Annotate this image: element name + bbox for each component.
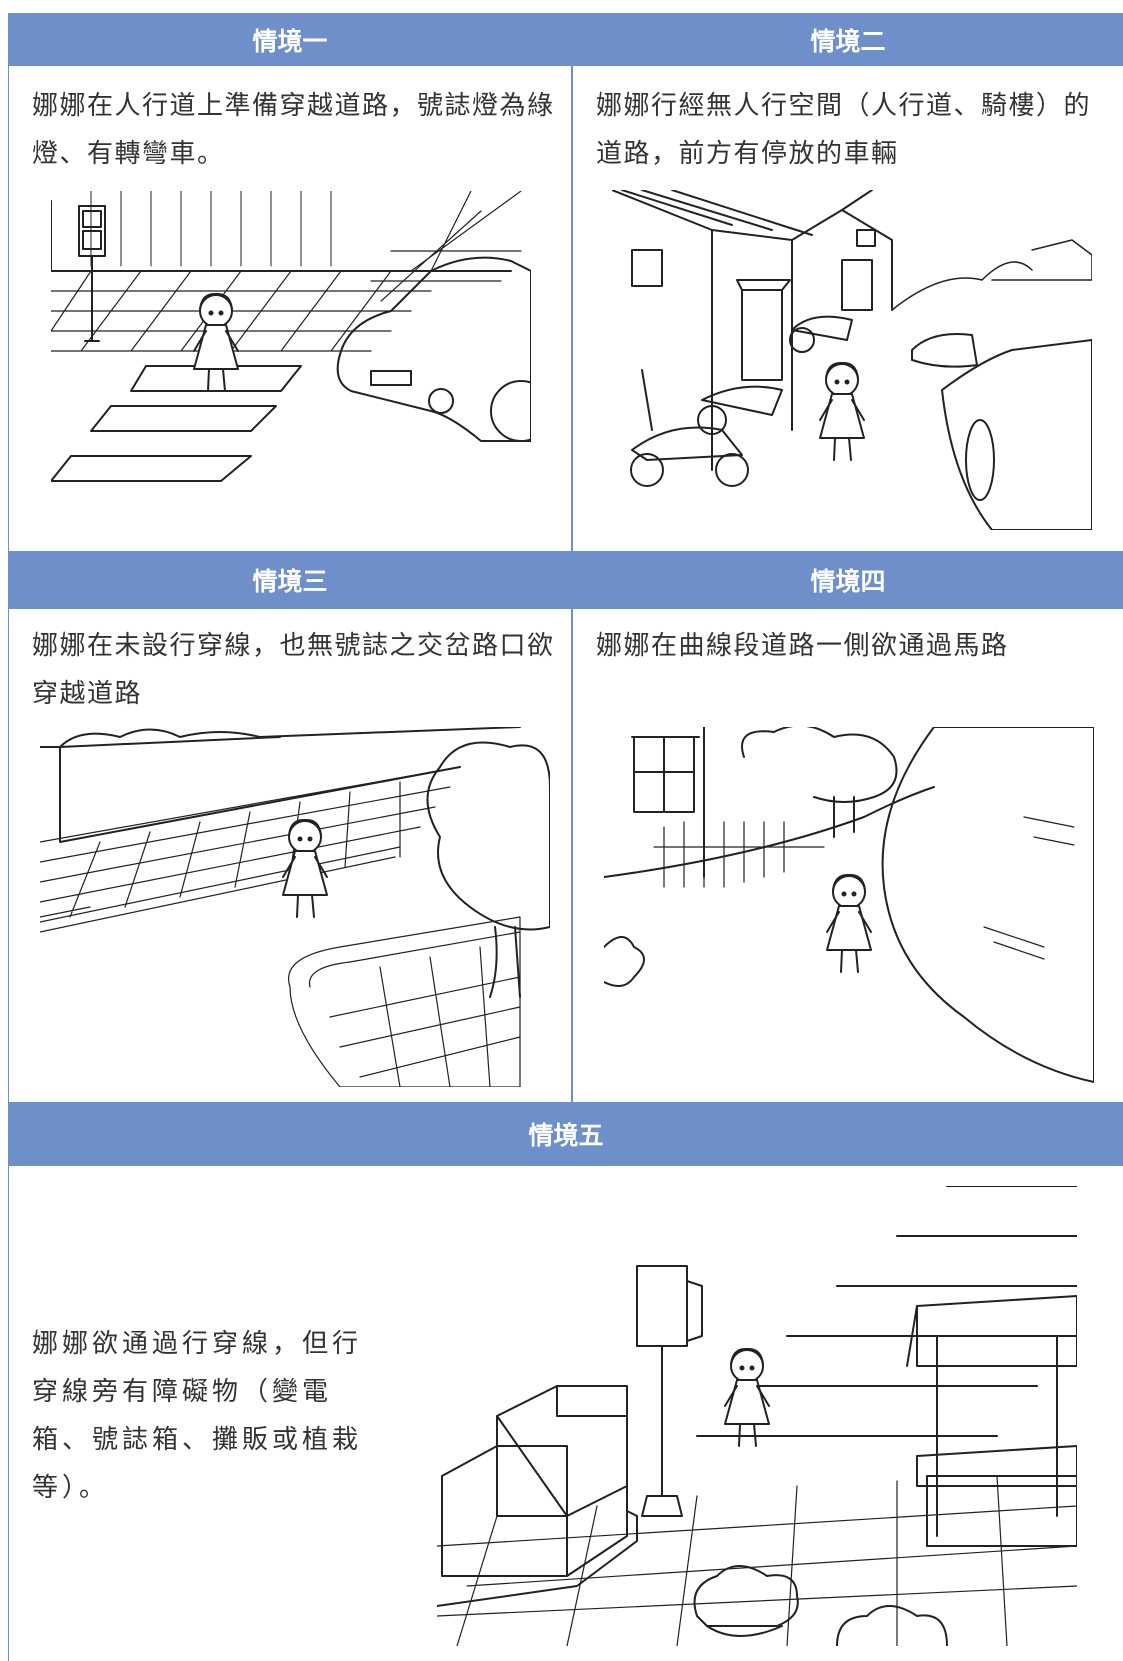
scenario-text: 娜娜行經無人行空間（人行道、騎樓）的道路，前方有停放的車輛 — [596, 91, 1092, 169]
scenario-text: 娜娜在曲線段道路一側欲通過馬路 — [596, 631, 1009, 661]
scenario-header: 情境一 — [9, 13, 571, 66]
column-divider — [571, 13, 573, 1102]
scenario-header: 情境四 — [573, 551, 1123, 609]
illustration-curved-road — [604, 727, 1094, 1083]
table-frame — [8, 13, 1123, 1661]
illustration-obstructed-crosswalk — [437, 1186, 1077, 1646]
scenario-header: 情境五 — [9, 1102, 1123, 1166]
scenario-text: 娜娜在人行道上準備穿越道路，號誌燈為綠燈、有轉彎車。 — [32, 91, 555, 169]
scenario-text: 娜娜在未設行穿線，也無號誌之交岔路口欲穿越道路 — [32, 631, 555, 709]
illustration-crosswalk-turning-car — [51, 191, 531, 482]
illustration-uncontrolled-intersection — [40, 727, 550, 1087]
illustration-road-parked-vehicles — [612, 190, 1092, 530]
scenario-header: 情境二 — [573, 13, 1123, 66]
scenario-header: 情境三 — [9, 551, 571, 609]
scenario-text: 娜娜欲通過行穿線，但行穿線旁有障礙物（變電箱、號誌箱、攤販或植栽等）。 — [32, 1329, 363, 1503]
